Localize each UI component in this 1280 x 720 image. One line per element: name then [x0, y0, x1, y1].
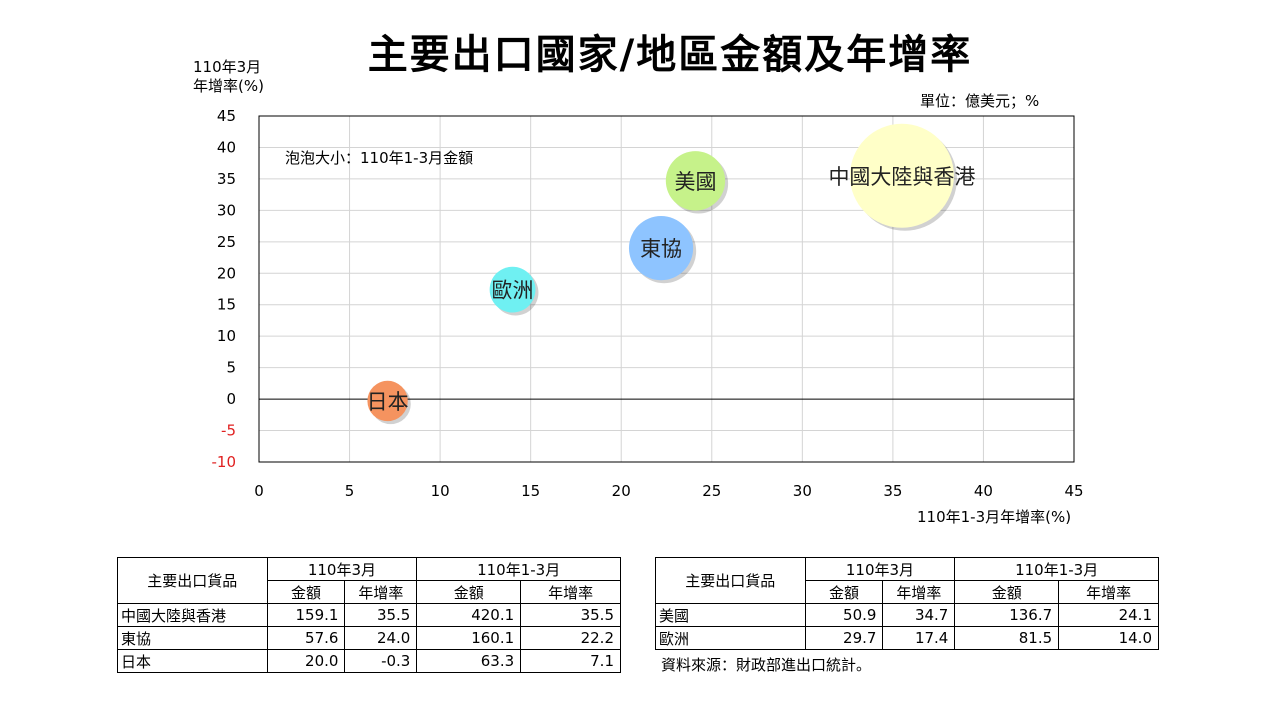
header-growth-cell: 年增率 — [1058, 580, 1159, 604]
y-axis-label-line-1: 110年3月 — [193, 58, 262, 76]
bubble-size-note: 泡泡大小：110年1-3月金額 — [285, 149, 473, 167]
value-cell: 81.5 — [954, 626, 1060, 650]
y-tick-label: 20 — [217, 264, 236, 282]
header-item-cell: 主要出口貨品 — [117, 557, 268, 604]
header-period1-cell: 110年3月 — [266, 557, 418, 581]
header-amount-cell: 金額 — [266, 580, 346, 604]
bubble-label: 日本 — [367, 390, 409, 414]
value-cell: 24.0 — [344, 626, 418, 650]
value-cell: 159.1 — [266, 603, 346, 627]
value-cell: 63.3 — [416, 649, 522, 673]
plot-frame — [258, 115, 1075, 463]
header-item-cell: 主要出口貨品 — [655, 557, 806, 604]
x-tick-label: 10 — [431, 482, 450, 500]
y-tick-label: 45 — [217, 107, 236, 125]
value-cell: 34.7 — [882, 603, 956, 627]
bubble-label: 歐洲 — [492, 279, 534, 303]
value-cell: 7.1 — [520, 649, 621, 673]
row-name-cell: 東協 — [117, 626, 268, 650]
value-cell: 20.0 — [266, 649, 346, 673]
value-cell: 22.2 — [520, 626, 621, 650]
bubble — [367, 380, 408, 422]
y-axis-label: 110年3月 年增率(%) — [193, 58, 264, 96]
table-subheader-row: 金額 年增率 金額 年增率 — [118, 580, 621, 604]
x-tick-label: 45 — [1064, 482, 1083, 500]
x-tick-label: 35 — [883, 482, 902, 500]
y-tick-label: 35 — [217, 170, 236, 188]
bubble — [489, 266, 536, 313]
row-name-cell: 美國 — [655, 603, 806, 627]
header-amount-cell: 金額 — [416, 580, 522, 604]
x-tick-label: 20 — [612, 482, 631, 500]
value-cell: 50.9 — [804, 603, 884, 627]
x-tick-label: 5 — [345, 482, 355, 500]
left-data-table: 主要出口貨品 110年3月 110年1-3月 金額 年增率 金額 年增率 中國大… — [117, 557, 621, 673]
table-row: 歐洲 29.7 17.4 81.5 14.0 — [655, 626, 1159, 650]
header-period1-cell: 110年3月 — [804, 557, 956, 581]
source-note: 資料來源：財政部進出口統計。 — [661, 656, 872, 674]
table-row: 美國 50.9 34.7 136.7 24.1 — [655, 603, 1159, 627]
chart-title: 主要出口國家/地區金額及年增率 — [367, 32, 973, 78]
row-name-cell: 日本 — [117, 649, 268, 673]
value-cell: -0.3 — [344, 649, 418, 673]
y-tick-label: 25 — [217, 233, 236, 251]
header-period2-cell: 110年1-3月 — [954, 557, 1159, 581]
header-amount-cell: 金額 — [804, 580, 884, 604]
y-tick-label: -10 — [212, 453, 237, 471]
bubble-label: 美國 — [674, 170, 716, 194]
value-cell: 160.1 — [416, 626, 522, 650]
header-amount-cell: 金額 — [954, 580, 1060, 604]
x-tick-label: 40 — [974, 482, 993, 500]
table-row: 日本 20.0 -0.3 63.3 7.1 — [117, 649, 621, 673]
header-growth-cell: 年增率 — [344, 580, 418, 604]
value-cell: 57.6 — [266, 626, 346, 650]
y-tick-label: 15 — [217, 296, 236, 314]
table-header-row: 主要出口貨品 110年3月 110年1-3月 — [655, 557, 1159, 604]
x-tick-label: 25 — [702, 482, 721, 500]
y-axis-label-line-2: 年增率(%) — [193, 77, 264, 95]
row-name-cell: 中國大陸與香港 — [117, 603, 268, 627]
x-tick-label: 30 — [793, 482, 812, 500]
unit-label: 單位：億美元；% — [920, 92, 1040, 110]
bubble — [849, 123, 954, 228]
value-cell: 35.5 — [344, 603, 418, 627]
y-tick-label: -5 — [221, 422, 236, 440]
y-tick-label: 5 — [226, 359, 236, 377]
y-tick-label: 40 — [217, 138, 236, 156]
value-cell: 17.4 — [882, 626, 956, 650]
header-period2-cell: 110年1-3月 — [416, 557, 621, 581]
header-growth-cell: 年增率 — [520, 580, 621, 604]
x-tick-label: 0 — [254, 482, 264, 500]
x-axis-label: 110年1-3月年增率(%) — [917, 508, 1072, 526]
right-data-table: 主要出口貨品 110年3月 110年1-3月 金額 年增率 金額 年增率 美國 … — [655, 557, 1159, 650]
value-cell: 136.7 — [954, 603, 1060, 627]
value-cell: 420.1 — [416, 603, 522, 627]
bubble-label: 東協 — [640, 237, 682, 261]
x-tick-label: 15 — [521, 482, 540, 500]
y-tick-label: 30 — [217, 201, 236, 219]
row-name-cell: 歐洲 — [655, 626, 806, 650]
y-tick-label: 10 — [217, 327, 236, 345]
table-header-row: 主要出口貨品 110年3月 110年1-3月 — [117, 557, 621, 604]
bubble — [665, 151, 726, 211]
header-growth-cell: 年增率 — [882, 580, 956, 604]
value-cell: 35.5 — [520, 603, 621, 627]
table-row: 東協 57.6 24.0 160.1 22.2 — [117, 626, 621, 650]
value-cell: 14.0 — [1058, 626, 1159, 650]
bubble — [628, 216, 694, 281]
table-subheader-row: 金額 年增率 金額 年增率 — [656, 580, 1159, 604]
value-cell: 24.1 — [1058, 603, 1159, 627]
value-cell: 29.7 — [804, 626, 884, 650]
table-row: 中國大陸與香港 159.1 35.5 420.1 35.5 — [117, 603, 621, 627]
y-tick-label: 0 — [226, 390, 236, 408]
bubble-label: 中國大陸與香港 — [828, 165, 975, 189]
